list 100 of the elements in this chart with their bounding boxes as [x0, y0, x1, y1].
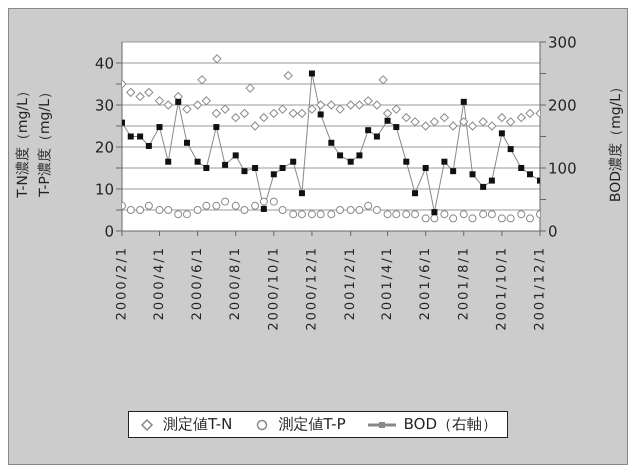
x-tick-label: 2000/4/1 [152, 246, 167, 320]
point [410, 117, 420, 126]
x-tick-label: 2001/10/1 [494, 246, 510, 331]
point [202, 202, 210, 210]
point [232, 202, 240, 210]
y2-tick-label: 200 [548, 96, 577, 114]
y2-tick-label: 100 [548, 159, 577, 178]
point [364, 202, 372, 210]
point [289, 210, 298, 218]
point [421, 122, 430, 130]
point [154, 96, 164, 106]
point [270, 198, 278, 206]
x-tick-label: 2000/2/1 [114, 246, 130, 320]
point [392, 210, 400, 218]
point [278, 206, 287, 214]
y-axis-title: T-N濃度（mg/L） T-P濃度（mg/L） [15, 84, 53, 199]
point [144, 88, 154, 97]
point [487, 122, 496, 130]
point [144, 202, 153, 210]
point [182, 104, 192, 114]
point [316, 210, 325, 218]
point [364, 96, 373, 106]
point [250, 122, 260, 130]
point [126, 206, 135, 214]
y-tick-label: 40 [94, 54, 114, 72]
point [354, 100, 364, 110]
point [212, 202, 220, 210]
point [392, 104, 401, 114]
point [246, 84, 255, 93]
point [506, 117, 516, 126]
point [136, 206, 144, 214]
point [221, 198, 230, 206]
point [459, 117, 468, 126]
x-tick-label: 2001/2/1 [343, 246, 358, 320]
point [402, 113, 411, 122]
x-tick-label: 2001/12/1 [532, 246, 548, 331]
y2-axis-title: BOD濃度（mg/L） [608, 80, 624, 202]
point [260, 198, 268, 206]
x-tick-label: 2000/6/1 [190, 246, 206, 320]
point [402, 210, 410, 218]
point [516, 113, 526, 122]
x-tick-label: 2001/8/1 [456, 246, 472, 320]
point [297, 108, 306, 118]
x-tick-label: 2000/8/1 [228, 246, 244, 320]
x-tick-label: 2000/12/1 [304, 246, 320, 331]
point [284, 71, 293, 80]
point [517, 210, 526, 218]
point [326, 100, 336, 110]
point [506, 214, 515, 222]
point [478, 117, 488, 126]
point [526, 108, 535, 118]
x-tick-label: 2001/4/1 [380, 246, 396, 320]
legend-label: BOD（右軸） [404, 415, 498, 434]
point [288, 108, 298, 118]
point [384, 210, 392, 218]
point [126, 88, 136, 97]
point [448, 122, 458, 130]
point [460, 210, 468, 218]
point [197, 75, 206, 84]
point [346, 206, 355, 214]
point [468, 122, 478, 130]
point [468, 214, 477, 222]
y-tick-label: 20 [94, 138, 114, 156]
x-tick-label: 2000/10/1 [266, 246, 282, 331]
point [498, 214, 506, 222]
point [240, 206, 248, 214]
point [430, 117, 439, 126]
point [316, 100, 326, 110]
point [372, 206, 381, 214]
point [307, 104, 316, 114]
point [193, 100, 202, 110]
point [240, 108, 249, 118]
point [327, 210, 336, 218]
point [182, 210, 191, 218]
point [378, 75, 388, 84]
point [212, 108, 221, 118]
point [336, 104, 345, 114]
point [136, 92, 145, 102]
point [355, 206, 364, 214]
point [174, 210, 182, 218]
point [298, 210, 306, 218]
point [422, 214, 430, 222]
legend-label: 測定値T-N [162, 415, 232, 434]
point [251, 202, 260, 210]
point [383, 108, 392, 118]
y2-tick-label: 0 [548, 222, 558, 240]
point [449, 214, 458, 222]
point [430, 214, 438, 222]
point [488, 210, 496, 218]
point [155, 206, 164, 214]
point [164, 206, 172, 214]
point [336, 206, 344, 214]
point [164, 100, 173, 110]
point [194, 206, 202, 214]
point [308, 210, 316, 218]
x-tick-label: 2001/6/1 [418, 246, 434, 320]
point [479, 210, 488, 218]
point [411, 210, 420, 218]
point [346, 100, 356, 110]
point [269, 108, 278, 118]
